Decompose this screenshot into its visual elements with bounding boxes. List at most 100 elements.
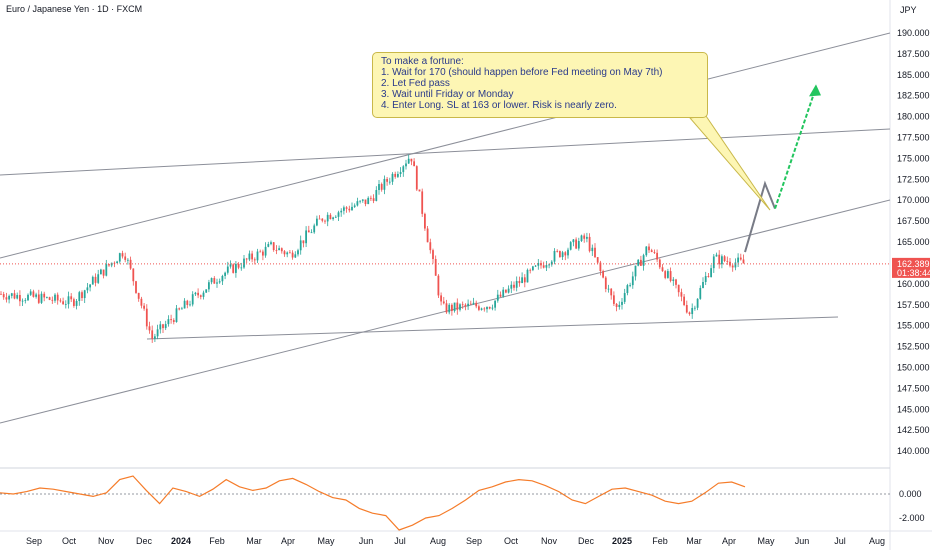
candle-body <box>618 304 621 307</box>
candle-body <box>426 228 429 243</box>
candle-body <box>702 282 704 288</box>
candle-body <box>324 220 326 222</box>
candle-body <box>526 269 529 283</box>
price-tick-label: 145.000 <box>897 404 930 414</box>
time-axis[interactable]: Sep Oct Nov Dec 2024 Feb Mar Apr May Jun Jul Aug Sep… <box>26 536 885 546</box>
candle-body <box>272 242 275 251</box>
candle-body <box>507 288 510 293</box>
candle-body <box>602 271 604 278</box>
candle-body <box>631 276 634 286</box>
price-tick-label: 177.500 <box>897 133 930 143</box>
candle-body <box>253 259 256 261</box>
candle-body <box>289 252 291 254</box>
candle-body <box>189 304 191 306</box>
candle-body <box>307 230 310 233</box>
candle-body <box>210 278 213 283</box>
candle-body <box>129 259 132 269</box>
candle-body <box>734 262 737 268</box>
candle-body <box>683 296 685 306</box>
oscillator-tick-label: -2.000 <box>899 513 925 523</box>
candle-body <box>75 301 78 306</box>
candle-body <box>267 244 270 247</box>
candle-body <box>91 276 94 285</box>
candle-body <box>726 260 729 262</box>
candle-body <box>518 281 521 284</box>
price-tag-value: 162.389 <box>897 259 930 269</box>
candle-body <box>229 264 232 267</box>
candle-body <box>148 326 151 331</box>
candle-body <box>521 277 523 284</box>
price-axis[interactable]: 190.000 187.500 185.000 182.500 180.000 177.5… <box>897 28 930 456</box>
candle-body <box>712 256 715 269</box>
time-tick-label: Feb <box>652 536 668 546</box>
candle-body <box>388 181 391 183</box>
candle-body <box>478 306 480 310</box>
candle-body <box>675 279 677 285</box>
projection-green-path <box>774 87 817 209</box>
candle-body <box>529 269 532 271</box>
time-tick-label: Aug <box>430 536 446 546</box>
candle-body <box>564 252 567 256</box>
candle-body <box>202 292 205 297</box>
strategy-note[interactable]: To make a fortune: 1. Wait for 170 (shou… <box>372 52 708 118</box>
candle-body <box>742 259 745 264</box>
candle-body <box>397 173 399 177</box>
time-tick-label: Mar <box>246 536 262 546</box>
time-tick-label: Sep <box>466 536 482 546</box>
price-tick-label: 187.500 <box>897 49 930 59</box>
candle-body <box>275 250 278 251</box>
candle-body <box>56 294 59 301</box>
candle-body <box>594 247 596 258</box>
candle-body <box>367 197 370 205</box>
time-tick-label: Jul <box>394 536 406 546</box>
candle-body <box>424 213 426 229</box>
candle-body <box>251 253 253 260</box>
candle-body <box>383 178 386 190</box>
candle-body <box>680 292 683 297</box>
time-tick-label: 2025 <box>612 536 632 546</box>
candle-body <box>19 294 21 302</box>
candle-body <box>318 218 321 220</box>
candle-body <box>515 281 518 288</box>
time-tick-label: 2024 <box>171 536 191 546</box>
candle-body <box>135 281 137 293</box>
candle-body <box>532 266 534 271</box>
candle-body <box>343 207 345 211</box>
candle-body <box>145 308 148 327</box>
candle-body <box>599 262 602 272</box>
candle-body <box>537 263 540 266</box>
candle-body <box>116 261 118 264</box>
price-tick-label: 182.500 <box>897 91 930 101</box>
candle-body <box>345 207 348 209</box>
candle-body <box>226 266 229 273</box>
time-tick-label: Mar <box>686 536 702 546</box>
candle-body <box>491 307 494 309</box>
price-tick-label: 180.000 <box>897 112 930 122</box>
candle-body <box>413 161 415 167</box>
candle-body <box>124 256 127 260</box>
candle-body <box>216 282 218 284</box>
note-line: 1. Wait for 170 (should happen before Fe… <box>381 67 663 78</box>
candle-body <box>642 255 645 266</box>
candle-body <box>356 201 359 206</box>
candle-body <box>334 216 337 218</box>
candle-body <box>89 284 91 288</box>
candle-body <box>553 250 556 262</box>
candle-body <box>178 308 181 310</box>
note-pointer <box>689 115 771 211</box>
candle-body <box>364 199 367 205</box>
candle-body <box>27 294 29 301</box>
candle-body <box>456 302 459 310</box>
candle-body <box>372 198 375 201</box>
candle-body <box>132 268 135 282</box>
time-tick-label: Dec <box>136 536 153 546</box>
candle-body <box>280 248 283 252</box>
candle-body <box>658 259 661 268</box>
projection-arrowhead <box>809 84 821 97</box>
candle-body <box>378 184 380 191</box>
candle-body <box>694 307 696 309</box>
candle-body <box>580 235 583 242</box>
candle-body <box>510 284 513 289</box>
